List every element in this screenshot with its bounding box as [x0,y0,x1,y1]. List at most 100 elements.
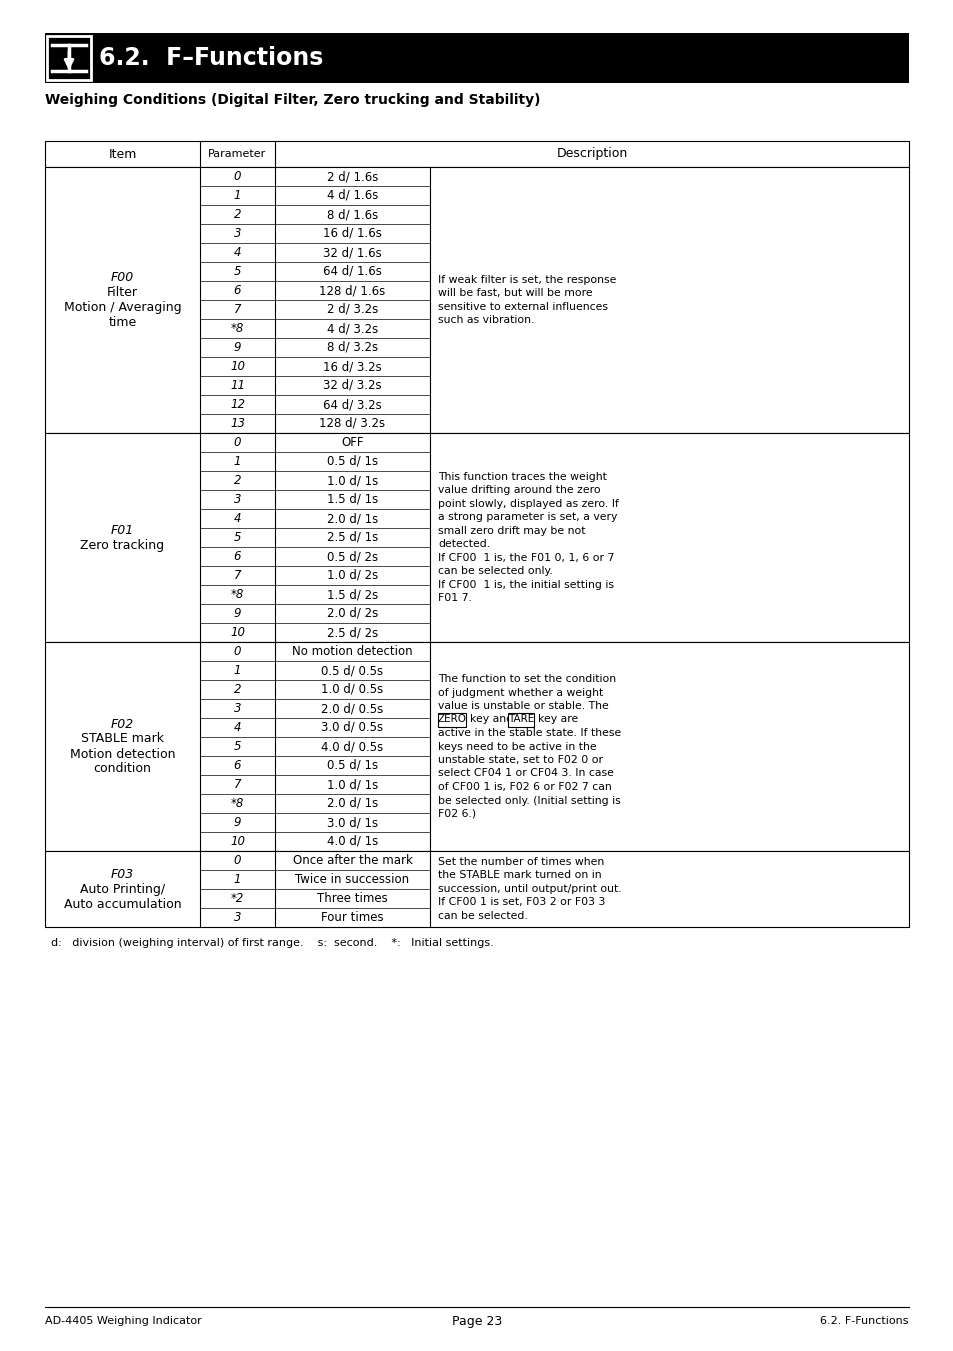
Text: 32 d/ 1.6s: 32 d/ 1.6s [323,246,381,259]
Text: 6: 6 [233,759,241,771]
Bar [45,141,908,168]
Text: time: time [109,316,136,330]
Text: 1.0 d/ 1s: 1.0 d/ 1s [327,778,377,790]
Text: 2.0 d/ 0.5s: 2.0 d/ 0.5s [321,703,383,715]
Text: 0.5 d/ 2s: 0.5 d/ 2s [327,550,377,563]
Text: 2.0 d/ 1s: 2.0 d/ 1s [327,797,377,811]
Text: 9: 9 [233,816,241,830]
Text: Twice in succession: Twice in succession [295,873,409,886]
Text: 64 d/ 3.2s: 64 d/ 3.2s [323,399,381,411]
Text: Zero tracking: Zero tracking [80,539,164,551]
Text: 9: 9 [233,340,241,354]
Text: The function to set the condition: The function to set the condition [437,674,616,684]
Text: unstable state, set to F02 0 or: unstable state, set to F02 0 or [437,755,602,765]
Text: STABLE mark: STABLE mark [81,732,164,746]
Text: Filter: Filter [107,286,138,299]
Text: 2 d/ 1.6s: 2 d/ 1.6s [327,170,377,182]
Text: select CF04 1 or CF04 3. In case: select CF04 1 or CF04 3. In case [437,769,613,778]
Text: 11: 11 [230,380,245,392]
Text: 4.0 d/ 0.5s: 4.0 d/ 0.5s [321,740,383,753]
Text: Set the number of times when: Set the number of times when [437,857,603,867]
Text: 4: 4 [233,512,241,526]
Text: 2: 2 [233,208,241,222]
Bar [45,642,908,851]
Text: 10: 10 [230,626,245,639]
Text: Motion detection: Motion detection [70,747,175,761]
Text: d:   division (weighing interval) of first range.    s:  second.    *:   Initial: d: division (weighing interval) of first… [51,938,494,948]
Bar [45,168,908,434]
Text: Motion / Averaging: Motion / Averaging [64,301,181,313]
Text: 5: 5 [233,740,241,753]
Text: 6.2. F-Functions: 6.2. F-Functions [820,1316,908,1325]
Text: value drifting around the zero: value drifting around the zero [437,485,600,496]
Text: If CF00  1 is, the F01 0, 1, 6 or 7: If CF00 1 is, the F01 0, 1, 6 or 7 [437,553,614,563]
Text: 1: 1 [233,189,241,203]
Text: 1.5 d/ 2s: 1.5 d/ 2s [327,588,377,601]
Text: value is unstable or stable. The: value is unstable or stable. The [437,701,608,711]
Text: 2.0 d/ 2s: 2.0 d/ 2s [327,607,377,620]
Text: 10: 10 [230,359,245,373]
Text: Once after the mark: Once after the mark [293,854,412,867]
Text: 2.5 d/ 1s: 2.5 d/ 1s [327,531,377,544]
Bar [45,851,908,927]
Text: 8 d/ 1.6s: 8 d/ 1.6s [327,208,377,222]
Text: OFF: OFF [341,436,363,449]
Text: 3: 3 [233,227,241,240]
Text: point slowly, displayed as zero. If: point slowly, displayed as zero. If [437,499,618,509]
Text: 6: 6 [233,550,241,563]
Text: 3: 3 [233,493,241,507]
Text: AD-4405 Weighing Indicator: AD-4405 Weighing Indicator [45,1316,201,1325]
Text: will be fast, but will be more: will be fast, but will be more [437,288,592,299]
Text: can be selected.: can be selected. [437,911,527,921]
Text: 1.0 d/ 2s: 1.0 d/ 2s [327,569,377,582]
Text: the STABLE mark turned on in: the STABLE mark turned on in [437,870,601,881]
Text: 1.0 d/ 1s: 1.0 d/ 1s [327,474,377,486]
Text: 7: 7 [233,778,241,790]
Text: Auto Printing/: Auto Printing/ [80,882,165,896]
Text: 16 d/ 1.6s: 16 d/ 1.6s [323,227,381,240]
Text: 32 d/ 3.2s: 32 d/ 3.2s [323,380,381,392]
Text: If CF00  1 is, the initial setting is: If CF00 1 is, the initial setting is [437,580,614,590]
Text: F02 6.): F02 6.) [437,809,476,819]
Text: 1.5 d/ 1s: 1.5 d/ 1s [327,493,377,507]
Text: 64 d/ 1.6s: 64 d/ 1.6s [323,265,381,278]
Text: such as vibration.: such as vibration. [437,315,534,326]
Text: 5: 5 [233,531,241,544]
Text: 0.5 d/ 0.5s: 0.5 d/ 0.5s [321,663,383,677]
Text: 1: 1 [233,663,241,677]
Text: TARE: TARE [507,715,534,724]
Text: 4.0 d/ 1s: 4.0 d/ 1s [327,835,377,848]
Bar [45,434,908,642]
Text: 3: 3 [233,703,241,715]
Text: 10: 10 [230,835,245,848]
Text: 9: 9 [233,607,241,620]
Text: F02: F02 [111,717,134,731]
Text: 12: 12 [230,399,245,411]
Text: 0: 0 [233,436,241,449]
Text: 4: 4 [233,246,241,259]
Text: 6: 6 [233,284,241,297]
Text: F01: F01 [111,523,134,536]
Text: *8: *8 [231,322,244,335]
Text: 4: 4 [233,721,241,734]
Text: ZERO: ZERO [437,715,466,724]
Text: F03: F03 [111,867,134,881]
Text: 5: 5 [233,265,241,278]
Text: 4 d/ 1.6s: 4 d/ 1.6s [327,189,377,203]
Text: condition: condition [93,762,152,775]
Text: detected.: detected. [437,539,490,550]
Text: 0.5 d/ 1s: 0.5 d/ 1s [327,455,377,467]
Text: 0.5 d/ 1s: 0.5 d/ 1s [327,759,377,771]
Text: can be selected only.: can be selected only. [437,566,552,577]
Text: 3.0 d/ 0.5s: 3.0 d/ 0.5s [321,721,383,734]
Text: Three times: Three times [316,892,388,905]
Text: 1: 1 [233,455,241,467]
Text: 0: 0 [233,644,241,658]
Text: 6.2.  F–Functions: 6.2. F–Functions [99,46,323,70]
Text: 1: 1 [233,873,241,886]
Text: 7: 7 [233,569,241,582]
Text: succession, until output/print out.: succession, until output/print out. [437,884,621,894]
Text: a strong parameter is set, a very: a strong parameter is set, a very [437,512,617,523]
Text: 7: 7 [233,303,241,316]
Text: key and: key and [470,715,517,724]
